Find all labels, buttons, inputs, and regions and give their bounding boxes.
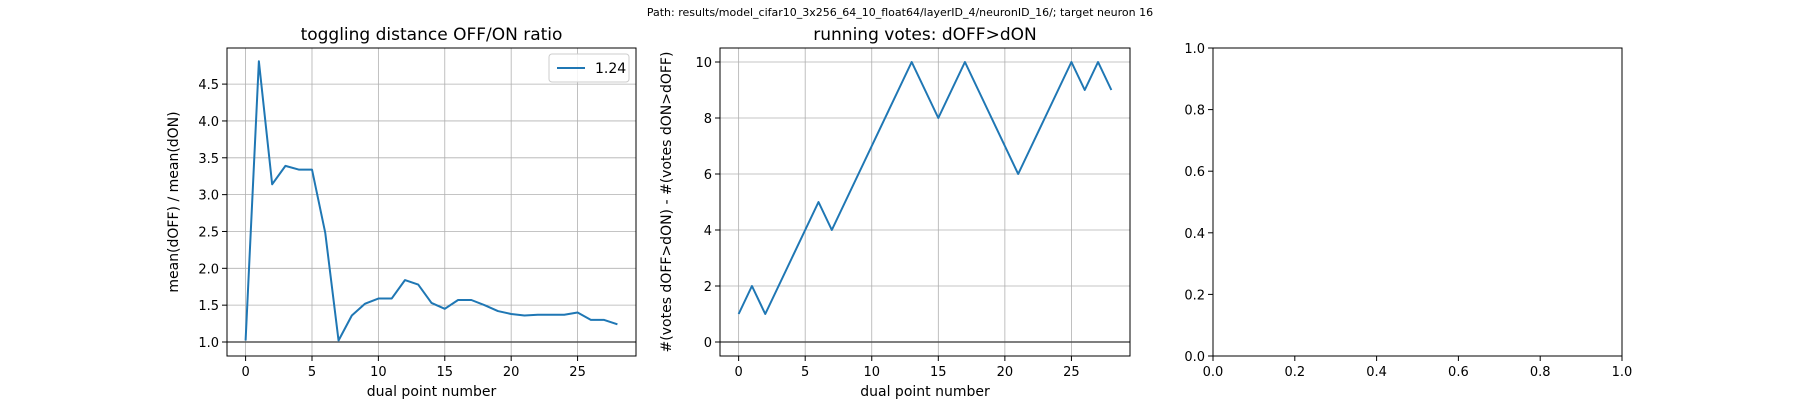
chart2-xtick-label: 20 xyxy=(997,365,1014,380)
chart3-xtick-label: 0.2 xyxy=(1284,365,1305,380)
chart1-ytick-label: 1.5 xyxy=(198,299,219,314)
chart2-ytick-label: 8 xyxy=(704,112,712,127)
chart2-xtick-label: 5 xyxy=(801,365,809,380)
figure-suptitle: Path: results/model_cifar10_3x256_64_10_… xyxy=(646,6,1154,19)
chart2-ytick-label: 4 xyxy=(704,224,712,239)
chart3-ytick-label: 0.6 xyxy=(1184,165,1205,180)
chart1-legend-box xyxy=(548,53,630,83)
chart2-ytick-label: 10 xyxy=(695,56,712,71)
chart1-ytick-label: 4.0 xyxy=(198,115,219,130)
chart2-ylabel: #(votes dOFF>dON) - #(votes dON>dOFF) xyxy=(659,52,675,353)
chart1-ytick-label: 1.0 xyxy=(198,336,219,351)
chart3-axes-frame xyxy=(1212,47,1623,357)
chart3-xtick-label: 0.6 xyxy=(1448,365,1469,380)
chart3-ytick-label: 0.4 xyxy=(1184,227,1205,242)
chart1-title: toggling distance OFF/ON ratio xyxy=(301,25,563,45)
chart2-xtick-label: 15 xyxy=(930,365,947,380)
chart2-xlabel: dual point number xyxy=(860,384,990,400)
chart3-xtick-label: 0.4 xyxy=(1366,365,1387,380)
chart1-legend-label: 1.24 xyxy=(595,61,626,77)
chart1-axes-frame xyxy=(226,47,637,357)
chart1-xtick-label: 0 xyxy=(241,365,249,380)
chart2-series-line xyxy=(737,61,1113,315)
chart1-xtick-label: 20 xyxy=(503,365,520,380)
chart1-xtick-label: 5 xyxy=(308,365,316,380)
chart2-xtick-label: 25 xyxy=(1063,365,1080,380)
chart2-xtick-label: 10 xyxy=(863,365,880,380)
chart3-xtick-label: 1.0 xyxy=(1612,365,1633,380)
chart1-ytick-label: 2.0 xyxy=(198,262,219,277)
chart1-xtick-label: 25 xyxy=(569,365,586,380)
chart1-ylabel: mean(dOFF) / mean(dON) xyxy=(166,111,182,292)
chart1-ytick-label: 2.5 xyxy=(198,225,219,240)
chart1-xlabel: dual point number xyxy=(367,384,497,400)
chart2-ytick-label: 0 xyxy=(704,336,712,351)
chart2-title: running votes: dOFF>dON xyxy=(813,25,1036,45)
chart3-ytick-label: 1.0 xyxy=(1184,42,1205,57)
chart3-xtick-label: 0.8 xyxy=(1530,365,1551,380)
chart2-ytick-label: 6 xyxy=(704,168,712,183)
chart3-xtick-label: 0.0 xyxy=(1203,365,1224,380)
chart2-xtick-label: 0 xyxy=(734,365,742,380)
chart1-xtick-label: 15 xyxy=(437,365,454,380)
chart2-axes-frame xyxy=(719,47,1131,357)
chart2-ytick-label: 2 xyxy=(704,280,712,295)
chart1-ytick-label: 3.0 xyxy=(198,189,219,204)
chart3-ytick-label: 0.0 xyxy=(1184,350,1205,365)
chart3-ytick-label: 0.2 xyxy=(1184,288,1205,303)
chart1-ytick-label: 4.5 xyxy=(198,78,219,93)
chart1-xtick-label: 10 xyxy=(370,365,387,380)
chart3-ytick-label: 0.8 xyxy=(1184,104,1205,119)
chart1-series-line xyxy=(244,60,618,342)
chart1-ytick-label: 3.5 xyxy=(198,152,219,167)
